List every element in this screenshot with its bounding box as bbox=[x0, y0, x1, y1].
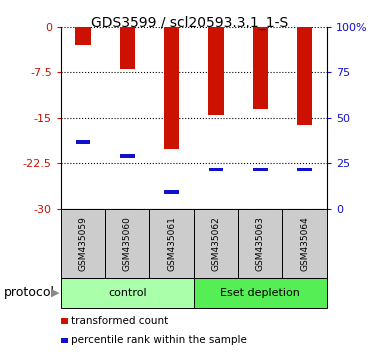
Text: GSM435064: GSM435064 bbox=[300, 216, 309, 271]
Bar bbox=[194, 209, 238, 278]
Text: ▶: ▶ bbox=[51, 288, 60, 298]
Bar bbox=[120, 27, 135, 69]
Bar bbox=[297, 167, 312, 171]
Bar bbox=[105, 209, 149, 278]
Bar bbox=[238, 209, 282, 278]
Bar bbox=[61, 209, 105, 278]
Bar bbox=[164, 27, 179, 149]
Text: GSM435060: GSM435060 bbox=[123, 216, 132, 271]
Bar bbox=[282, 209, 327, 278]
Text: control: control bbox=[108, 288, 147, 298]
Bar bbox=[253, 27, 268, 109]
Text: GSM435059: GSM435059 bbox=[78, 216, 87, 271]
Bar bbox=[297, 27, 312, 125]
Bar bbox=[75, 27, 91, 45]
Text: GSM435061: GSM435061 bbox=[167, 216, 176, 271]
Bar bbox=[209, 167, 223, 171]
Bar bbox=[208, 27, 224, 115]
Text: GSM435063: GSM435063 bbox=[256, 216, 265, 271]
Bar bbox=[253, 167, 268, 171]
Bar bbox=[164, 190, 179, 194]
Bar bbox=[120, 154, 135, 158]
Text: Eset depletion: Eset depletion bbox=[220, 288, 300, 298]
Text: transformed count: transformed count bbox=[71, 316, 168, 326]
Text: GDS3599 / scl20593.3.1_1-S: GDS3599 / scl20593.3.1_1-S bbox=[91, 16, 289, 30]
Text: protocol: protocol bbox=[4, 286, 55, 299]
Text: percentile rank within the sample: percentile rank within the sample bbox=[71, 335, 247, 345]
Bar bbox=[149, 209, 194, 278]
Text: GSM435062: GSM435062 bbox=[211, 216, 220, 271]
Bar bbox=[76, 140, 90, 144]
Bar bbox=[61, 278, 194, 308]
Bar bbox=[194, 278, 327, 308]
